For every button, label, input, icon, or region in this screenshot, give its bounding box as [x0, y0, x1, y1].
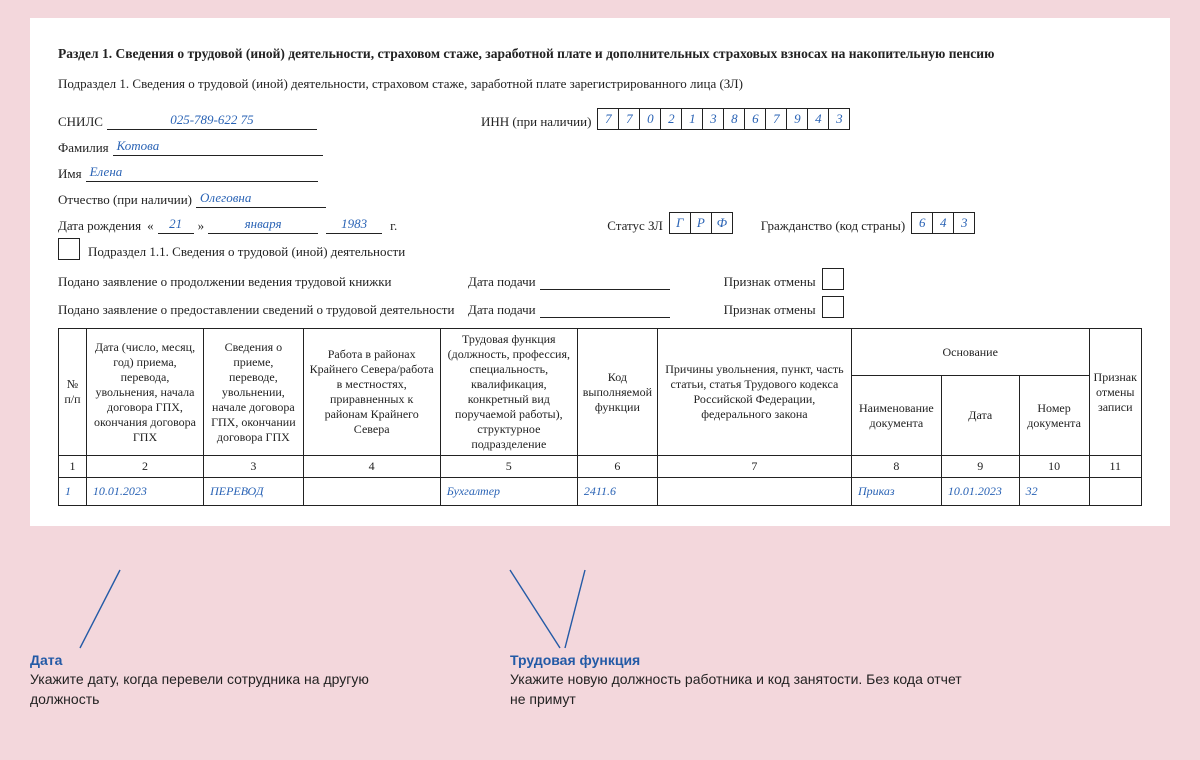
th-8: Наименование документа [851, 376, 941, 456]
colnum: 11 [1089, 456, 1141, 478]
colnum: 2 [86, 456, 203, 478]
colnum: 9 [941, 456, 1019, 478]
checkbox-sub11[interactable] [58, 238, 80, 260]
label-citizenship: Гражданство (код страны) [761, 218, 905, 234]
dob-year-suffix: г. [390, 218, 397, 234]
status-cell: Ф [711, 212, 733, 234]
th-3: Сведения о приеме, переводе, увольнении,… [204, 329, 304, 456]
status-cell: Г [669, 212, 691, 234]
inn-cell: 2 [660, 108, 682, 130]
value-snils: 025-789-622 75 [107, 112, 317, 130]
inn-cell: 7 [597, 108, 619, 130]
dob-quote-close: » [198, 218, 205, 234]
cell-docdate: 10.01.2023 [941, 478, 1019, 506]
callout-left: Дата Укажите дату, когда перевели сотруд… [30, 652, 370, 709]
label-firstname: Имя [58, 166, 82, 182]
callout-left-title: Дата [30, 652, 370, 668]
label-status: Статус ЗЛ [607, 218, 663, 234]
value-dob-day: 21 [158, 216, 194, 234]
label-dob: Дата рождения [58, 218, 141, 234]
label-app2: Подано заявление о предоставлении сведен… [58, 302, 468, 318]
subsection-title: Подраздел 1. Сведения о трудовой (иной) … [58, 76, 1142, 92]
th-5: Трудовая функция (должность, профессия, … [440, 329, 577, 456]
callout-right-title: Трудовая функция [510, 652, 970, 668]
colnum: 5 [440, 456, 577, 478]
callout-left-body: Укажите дату, когда перевели сотрудника … [30, 670, 370, 709]
label-app1: Подано заявление о продолжении ведения т… [58, 274, 438, 290]
checkbox-app2-cancel[interactable] [822, 296, 844, 318]
callout-right: Трудовая функция Укажите новую должность… [510, 652, 970, 709]
cell-cancel [1089, 478, 1141, 506]
value-lastname: Котова [113, 138, 323, 156]
colnum: 8 [851, 456, 941, 478]
label-sub11: Подраздел 1.1. Сведения о трудовой (иной… [88, 244, 405, 260]
cell-event: ПЕРЕВОД [204, 478, 304, 506]
colnum: 7 [657, 456, 851, 478]
cell-date: 10.01.2023 [86, 478, 203, 506]
citizenship-cell: 6 [911, 212, 933, 234]
dob-quote-open: « [147, 218, 154, 234]
inn-cell: 3 [828, 108, 850, 130]
callout-right-body: Укажите новую должность работника и код … [510, 670, 970, 709]
value-dob-year: 1983 [326, 216, 382, 234]
colnum: 4 [303, 456, 440, 478]
citizenship-cell: 3 [953, 212, 975, 234]
colnum: 6 [577, 456, 657, 478]
cell-func: Бухгалтер [440, 478, 577, 506]
citizenship-cell: 4 [932, 212, 954, 234]
section-title: Раздел 1. Сведения о трудовой (иной) дея… [58, 46, 1142, 62]
inn-cell: 9 [786, 108, 808, 130]
colnum: 10 [1019, 456, 1089, 478]
cell-reason [657, 478, 851, 506]
cell-north [303, 478, 440, 506]
label-inn: ИНН (при наличии) [481, 114, 591, 130]
th-2: Дата (число, месяц, год) приема, перевод… [86, 329, 203, 456]
inn-cell: 8 [723, 108, 745, 130]
cell-code: 2411.6 [577, 478, 657, 506]
colnum: 3 [204, 456, 304, 478]
label-lastname: Фамилия [58, 140, 109, 156]
activity-table: № п/п Дата (число, месяц, год) приема, п… [58, 328, 1142, 506]
label-app1-date: Дата подачи [468, 274, 536, 290]
th-11: Признак отмены записи [1089, 329, 1141, 456]
value-app1-date [540, 273, 670, 290]
inn-cell: 7 [618, 108, 640, 130]
label-app1-cancel: Признак отмены [724, 274, 816, 290]
th-6: Код выполняемой функции [577, 329, 657, 456]
inn-cell: 6 [744, 108, 766, 130]
cell-n: 1 [59, 478, 87, 506]
checkbox-app1-cancel[interactable] [822, 268, 844, 290]
th-10: Номер документа [1019, 376, 1089, 456]
th-7: Причины увольнения, пункт, часть статьи,… [657, 329, 851, 456]
inn-cells: 7 7 0 2 1 3 8 6 7 9 4 3 [597, 108, 850, 130]
status-cell: Р [690, 212, 712, 234]
inn-cell: 7 [765, 108, 787, 130]
th-1: № п/п [59, 329, 87, 456]
cell-docnum: 32 [1019, 478, 1089, 506]
row-snils-inn: СНИЛС 025-789-622 75 ИНН (при наличии) 7… [58, 108, 1142, 130]
status-cells: Г Р Ф [669, 212, 733, 234]
value-app2-date [540, 301, 670, 318]
inn-cell: 3 [702, 108, 724, 130]
th-9: Дата [941, 376, 1019, 456]
label-patronymic: Отчество (при наличии) [58, 192, 192, 208]
value-patronymic: Олеговна [196, 190, 326, 208]
th-grounds: Основание [851, 329, 1089, 376]
inn-cell: 4 [807, 108, 829, 130]
label-snils: СНИЛС [58, 114, 103, 130]
colnum: 1 [59, 456, 87, 478]
citizenship-cells: 6 4 3 [911, 212, 975, 234]
table-row: 1 10.01.2023 ПЕРЕВОД Бухгалтер 2411.6 Пр… [59, 478, 1142, 506]
label-app2-date: Дата подачи [468, 302, 536, 318]
inn-cell: 1 [681, 108, 703, 130]
value-firstname: Елена [86, 164, 318, 182]
value-dob-month: января [208, 216, 318, 234]
inn-cell: 0 [639, 108, 661, 130]
label-app2-cancel: Признак отмены [724, 302, 816, 318]
cell-docname: Приказ [851, 478, 941, 506]
form-sheet: Раздел 1. Сведения о трудовой (иной) дея… [30, 18, 1170, 526]
th-4: Работа в районах Крайнего Севера/работа … [303, 329, 440, 456]
